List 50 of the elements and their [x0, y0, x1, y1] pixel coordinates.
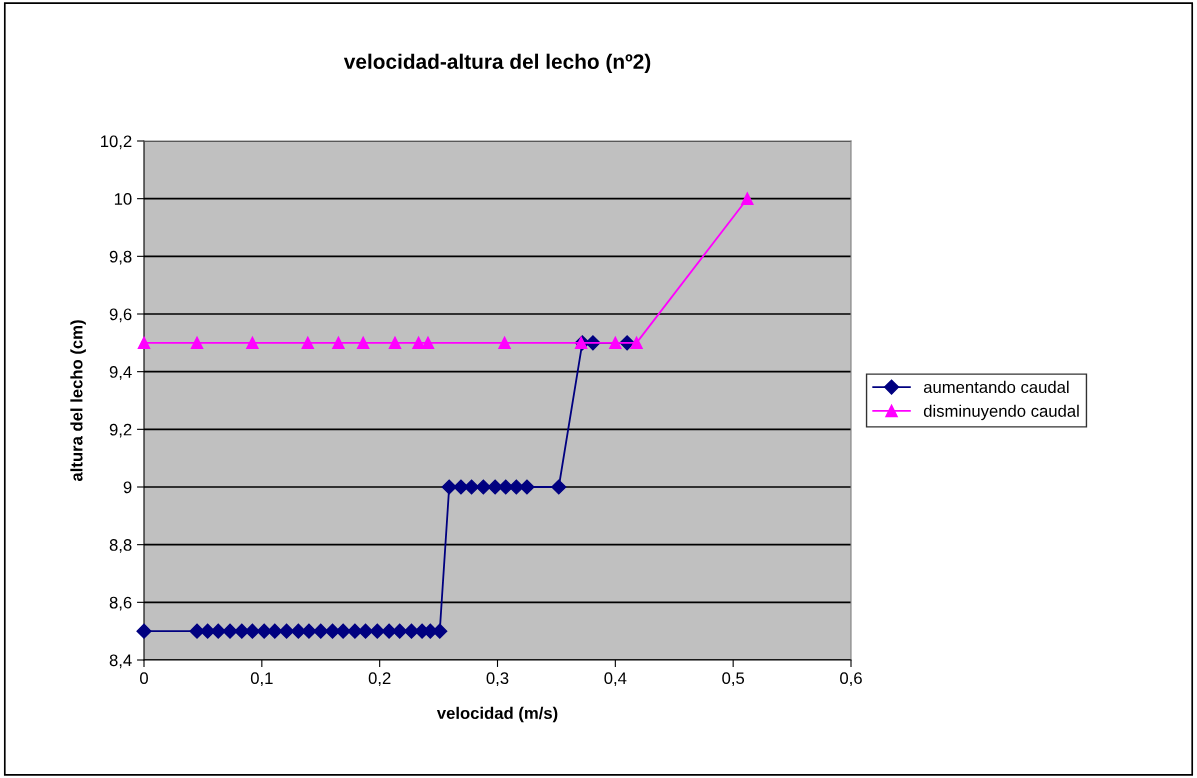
point [136, 623, 152, 639]
point [301, 623, 317, 639]
point [741, 192, 754, 205]
x-tick-label: 0,1 [250, 672, 273, 687]
x-tick-label: 0,5 [722, 672, 745, 687]
point [609, 336, 622, 350]
y-tick-label: 8,4 [109, 654, 132, 669]
point [421, 336, 435, 350]
point [267, 623, 283, 639]
point [313, 623, 329, 639]
y-tick-label: 9,2 [109, 423, 132, 438]
legend-label: disminuyendo caudal [923, 404, 1079, 421]
point [388, 336, 402, 350]
point [551, 479, 567, 495]
y-tick-label: 8,6 [109, 596, 132, 611]
legend-label: aumentando caudal [923, 380, 1069, 394]
y-tick-label: 9,6 [109, 308, 132, 323]
point [519, 479, 535, 495]
y-tick-label: 9,4 [109, 366, 132, 380]
y-tick-label: 9,8 [109, 250, 132, 265]
y-tick-label: 10,2 [101, 135, 132, 150]
point [332, 336, 345, 350]
x-tick-label: 0,3 [486, 672, 509, 687]
point [369, 623, 385, 639]
point [190, 336, 204, 350]
point [392, 623, 408, 639]
x-axis-title: velocidad (m/s) [436, 706, 558, 723]
point [301, 336, 315, 350]
point [137, 336, 151, 350]
x-tick-label: 0,6 [840, 672, 862, 687]
point [464, 479, 480, 495]
point [222, 623, 238, 639]
x-tick-label: 0 [140, 672, 148, 685]
point [441, 479, 457, 495]
point [290, 623, 306, 639]
point [630, 336, 643, 350]
point [498, 336, 511, 350]
x-tick-label: 0,4 [604, 672, 627, 687]
point [246, 336, 259, 350]
point [279, 623, 295, 639]
point [356, 336, 370, 350]
x-tick-label: 0,2 [368, 672, 391, 687]
y-tick-label: 8,8 [109, 539, 132, 553]
chart-title: velocidad-altura del lecho (nº2) [343, 53, 651, 74]
y-tick-label: 10 [114, 193, 132, 205]
point [412, 336, 425, 350]
point [475, 479, 491, 495]
y-tick-label: 9 [123, 481, 132, 494]
y-axis-title: altura del lecho (cm) [70, 320, 86, 482]
point [335, 623, 351, 639]
